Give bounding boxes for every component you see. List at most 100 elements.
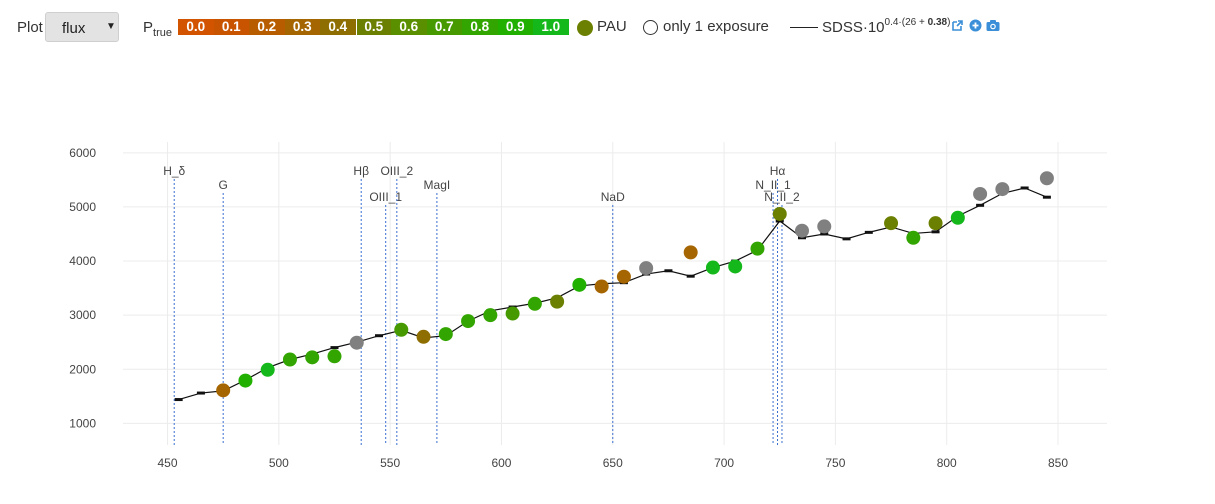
sdss-point <box>375 334 384 338</box>
x-tick-label: 600 <box>491 456 511 470</box>
emission-line-label: Hβ <box>353 164 369 178</box>
pau-series <box>216 171 1054 398</box>
ptrue-scale-cell: 0.8 <box>462 19 498 35</box>
sdss-point <box>842 237 851 241</box>
chart-axes: 1000 2000 3000 4000 5000 6000 450 500 550 600 650 7… <box>69 146 1068 470</box>
pau-point <box>728 259 743 274</box>
ptrue-scale-cell: 0.0 <box>178 19 214 35</box>
pau-point <box>884 216 899 231</box>
plot-type-value: flux <box>62 20 86 37</box>
pau-point <box>327 349 342 364</box>
emission-line-label: OIII_2 <box>380 164 413 178</box>
pau-point <box>282 352 297 367</box>
sdss-point <box>1042 195 1051 199</box>
sdss-point <box>976 203 985 207</box>
chevron-down-icon: ▼ <box>106 21 116 32</box>
pau-point <box>950 210 965 225</box>
sdss-legend-line <box>790 27 818 28</box>
ptrue-color-scale: 0.0 0.1 0.2 0.3 0.4 0.5 0.6 0.7 0.8 0.9 1.0 <box>178 19 569 35</box>
chart-grid <box>123 142 1107 445</box>
pau-point <box>572 277 587 292</box>
pau-point <box>772 206 787 221</box>
sdss-point <box>931 230 940 234</box>
x-tick-label: 450 <box>158 456 178 470</box>
x-tick-label: 700 <box>714 456 734 470</box>
ptrue-scale-cell: 0.6 <box>391 19 427 35</box>
pau-point <box>461 314 476 329</box>
ptrue-scale-cell: 0.3 <box>284 19 320 35</box>
sdss-line <box>178 187 1048 401</box>
pau-point <box>394 322 409 337</box>
ptrue-scale-cell: 0.7 <box>426 19 462 35</box>
pau-point <box>683 245 698 260</box>
pau-legend-dot <box>577 20 593 36</box>
emission-line-label: OIII_1 <box>369 190 402 204</box>
pau-point <box>906 230 921 245</box>
pau-point <box>616 269 631 284</box>
pau-point <box>750 241 765 256</box>
pau-point <box>973 186 988 201</box>
ptrue-scale-cell: 1.0 <box>533 19 569 35</box>
emission-line-label: N_II_2 <box>764 190 800 204</box>
pau-point <box>705 260 720 275</box>
camera-icon[interactable] <box>986 19 1000 32</box>
ptrue-scale-cell: 0.2 <box>249 19 285 35</box>
sdss-point <box>775 219 784 223</box>
one-exposure-legend-label[interactable]: only 1 exposure <box>663 18 769 35</box>
pau-point <box>216 383 231 398</box>
y-tick-label: 1000 <box>69 416 96 430</box>
pau-point <box>550 294 565 309</box>
external-link-icon[interactable] <box>951 19 964 32</box>
pau-point <box>438 327 453 342</box>
pau-point <box>483 308 498 323</box>
emission-line-label: H_δ <box>163 164 185 178</box>
pau-point <box>995 182 1010 197</box>
pau-point <box>505 306 520 321</box>
pau-point <box>817 219 832 234</box>
ptrue-scale-cell: 0.5 <box>355 19 391 35</box>
pau-point <box>639 261 654 276</box>
sdss-point <box>196 391 205 395</box>
ptrue-label: Ptrue <box>143 19 172 39</box>
sdss-point <box>1020 186 1029 190</box>
plus-circle-icon[interactable] <box>969 19 982 32</box>
sdss-point <box>820 232 829 236</box>
pau-point <box>527 296 542 311</box>
pau-point <box>928 216 943 231</box>
sdss-point <box>686 274 695 278</box>
emission-line-label: MagI <box>424 178 451 192</box>
pau-legend-label[interactable]: PAU <box>597 18 627 35</box>
sdss-point <box>798 236 807 240</box>
pau-point <box>305 350 320 365</box>
y-tick-label: 2000 <box>69 362 96 376</box>
pau-point <box>594 279 609 294</box>
sdss-legend-label[interactable]: SDSS·100.4·(26 + 0.38) <box>822 17 951 36</box>
sdss-point <box>664 269 673 273</box>
x-tick-label: 800 <box>937 456 957 470</box>
plot-type-select[interactable]: flux ▼ <box>45 12 119 42</box>
emission-line-label: N_II_1 <box>755 178 791 192</box>
x-tick-label: 650 <box>603 456 623 470</box>
pau-point <box>795 223 810 238</box>
sdss-point <box>864 230 873 234</box>
y-tick-label: 5000 <box>69 200 96 214</box>
toolbar: Plot flux ▼ Ptrue 0.0 0.1 0.2 0.3 0.4 0.5 0.6 0… <box>0 0 1215 56</box>
y-tick-label: 3000 <box>69 308 96 322</box>
emission-line-label: NaD <box>601 190 625 204</box>
x-tick-label: 550 <box>380 456 400 470</box>
pau-point <box>260 362 275 377</box>
emission-line-label: G <box>219 178 228 192</box>
emission-line-label: Hα <box>770 164 786 178</box>
x-tick-label: 500 <box>269 456 289 470</box>
pau-point <box>1039 171 1054 186</box>
x-tick-label: 850 <box>1048 456 1068 470</box>
sdss-point <box>330 346 339 350</box>
pau-point <box>349 335 364 350</box>
y-tick-label: 4000 <box>69 254 96 268</box>
plot-label: Plot <box>17 19 43 36</box>
one-exposure-legend-dot <box>643 20 658 35</box>
ptrue-scale-cell: 0.1 <box>213 19 249 35</box>
pau-point <box>238 373 253 388</box>
